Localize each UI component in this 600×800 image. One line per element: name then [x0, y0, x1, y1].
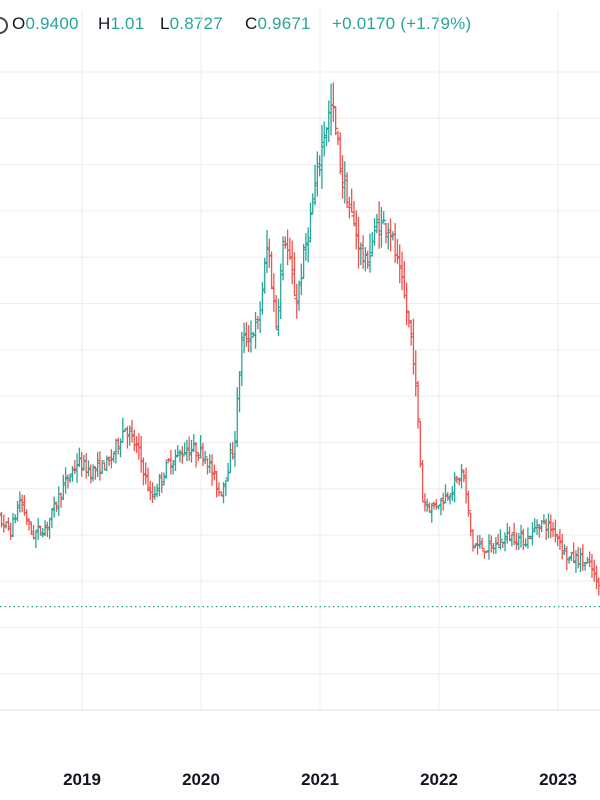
x-tick-label: 2023 — [539, 770, 577, 789]
close-label: C — [245, 14, 258, 33]
ohlc-bar — [381, 211, 387, 224]
ohlc-bar — [179, 445, 185, 464]
close-value: 0.9671 — [257, 14, 311, 33]
ohlc-bar — [298, 263, 304, 296]
vertical-gridlines — [81, 10, 559, 710]
ohlc-bar — [596, 577, 600, 596]
high-value: 1.01 — [110, 14, 145, 33]
x-tick-label: 2019 — [63, 770, 101, 789]
ohlc-bar — [415, 381, 421, 429]
time-axis-labels: 2019 2020 2021 2022 2023 — [63, 770, 577, 789]
close-readout: C0.9671 — [245, 14, 311, 34]
low-label: L — [160, 14, 170, 33]
x-tick-label: 2022 — [420, 770, 458, 789]
open-value: 0.9400 — [25, 14, 79, 33]
low-readout: L0.8727 — [160, 14, 223, 34]
open-readout: O0.9400 — [12, 14, 79, 34]
ohlc-bar — [333, 106, 339, 135]
change-value: +0.0170 (+1.79%) — [332, 14, 472, 33]
ohlc-bar — [163, 460, 169, 479]
x-tick-label: 2021 — [301, 770, 339, 789]
horizontal-gridlines — [0, 71, 600, 675]
ohlc-bar — [465, 490, 471, 517]
open-label: O — [12, 14, 26, 33]
low-value: 0.8727 — [169, 14, 223, 33]
ohlc-bar — [307, 202, 313, 243]
high-readout: H1.01 — [98, 14, 144, 34]
ohlc-bars — [0, 82, 600, 596]
high-label: H — [98, 14, 111, 33]
ohlc-bar — [202, 451, 208, 464]
ohlc-bar — [497, 529, 503, 550]
ohlc-bar — [479, 537, 485, 550]
x-tick-label: 2020 — [182, 770, 220, 789]
